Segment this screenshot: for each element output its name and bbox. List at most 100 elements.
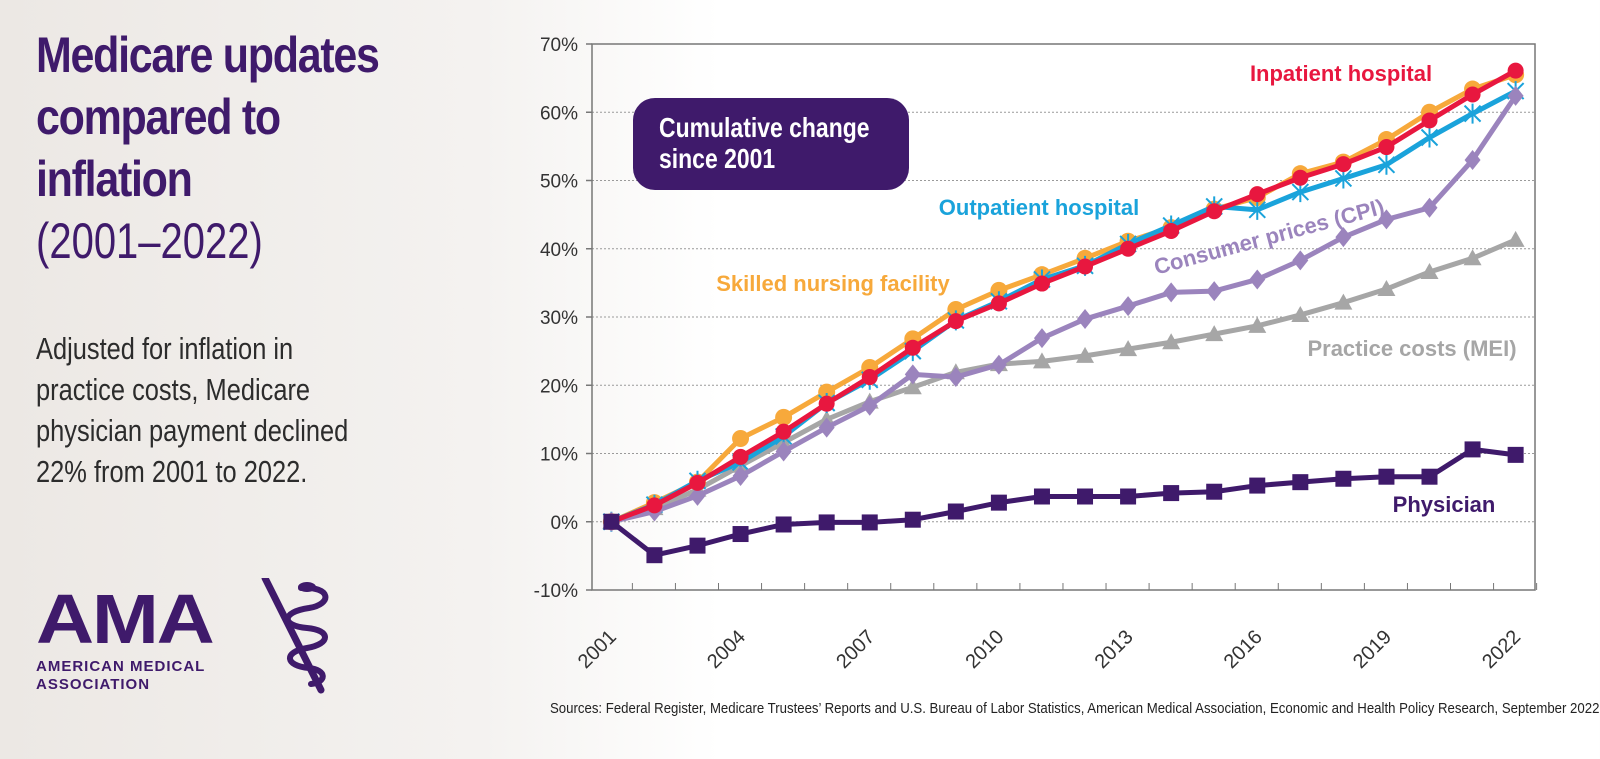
- data-point-inpatient: [990, 295, 1007, 312]
- data-point-inpatient: [1292, 169, 1309, 186]
- data-point-cpi: [775, 441, 792, 462]
- logo-name-line-1: AMERICAN MEDICAL: [36, 658, 206, 675]
- data-point-cpi: [1120, 296, 1137, 317]
- data-point-inpatient: [1077, 258, 1094, 275]
- data-point-snf: [732, 429, 750, 447]
- data-point-mei: [1377, 280, 1396, 297]
- data-point-physician: [1421, 468, 1438, 485]
- legend-label-mei: Practice costs (MEI): [1307, 336, 1516, 361]
- data-point-mei: [903, 378, 922, 395]
- staff-of-asclepius-icon: [261, 578, 329, 694]
- data-point-cpi: [1507, 85, 1524, 106]
- page-title-line-2: compared to: [36, 89, 281, 145]
- data-point-outpatient: [1377, 154, 1396, 175]
- series-line-physician: [609, 446, 1516, 558]
- y-tick-label: 50%: [540, 172, 578, 193]
- y-axis-ticks: -10% 0% 10% 20% 30% 40% 50% 60% 70%: [534, 35, 592, 602]
- data-point-mei: [1162, 333, 1181, 350]
- data-point-inpatient: [1464, 86, 1481, 103]
- data-point-mei: [1420, 262, 1439, 279]
- data-point-inpatient: [1163, 223, 1180, 240]
- data-point-snf: [775, 408, 793, 426]
- title-block: Medicare updates compared to inflation (…: [36, 24, 476, 272]
- data-point-inpatient: [818, 395, 835, 412]
- series-cpi: [603, 85, 1524, 532]
- data-point-inpatient: [1507, 62, 1524, 79]
- data-point-cpi: [1249, 269, 1266, 290]
- series-line-inpatient: [610, 68, 1517, 525]
- data-point-physician: [1033, 488, 1050, 505]
- data-point-cpi: [689, 485, 706, 506]
- data-point-physician: [1335, 470, 1352, 487]
- data-point-physician: [904, 511, 921, 528]
- x-tick-label: 2019: [1349, 626, 1396, 673]
- x-tick-label: 2001: [574, 626, 621, 673]
- data-point-inpatient: [1249, 186, 1266, 203]
- data-point-cpi: [1464, 150, 1481, 171]
- y-tick-label: 30%: [540, 308, 578, 329]
- x-tick-label: 2007: [832, 626, 879, 673]
- data-point-inpatient: [775, 423, 792, 440]
- data-point-inpatient: [904, 339, 921, 356]
- y-tick-label: 10%: [540, 445, 578, 466]
- data-point-cpi: [1163, 282, 1180, 303]
- data-point-mei: [1076, 346, 1095, 363]
- chart-title-callout: Cumulative change since 2001: [633, 98, 909, 190]
- data-point-inpatient: [1421, 112, 1438, 129]
- data-point-mei: [1334, 293, 1353, 310]
- legend-label-snf: Skilled nursing facility: [716, 271, 950, 296]
- data-point-physician: [1206, 483, 1223, 500]
- legend-label-inpatient: Inpatient hospital: [1250, 61, 1432, 86]
- series-lines: [602, 62, 1525, 564]
- x-tick-label: 2013: [1091, 626, 1138, 673]
- data-point-cpi: [818, 417, 835, 438]
- y-tick-label: 70%: [540, 35, 578, 56]
- data-point-inpatient: [947, 313, 964, 330]
- legend-label-outpatient: Outpatient hospital: [939, 195, 1139, 220]
- data-point-physician: [732, 526, 749, 543]
- data-point-inpatient: [689, 474, 706, 491]
- data-point-inpatient: [1378, 139, 1395, 156]
- data-point-cpi: [947, 367, 964, 388]
- data-point-mei: [1205, 325, 1224, 342]
- data-point-inpatient: [1335, 156, 1352, 173]
- series-physician: [603, 441, 1524, 564]
- x-tick-label: 2022: [1478, 626, 1525, 673]
- sources-note: Sources: Federal Register, Medicare Trus…: [550, 700, 1600, 717]
- legend-label-physician: Physician: [1393, 492, 1496, 517]
- data-point-physician: [947, 503, 964, 520]
- data-point-cpi: [1378, 209, 1395, 230]
- data-point-mei: [1463, 249, 1482, 266]
- description-text: Adjusted for inflation in practice costs…: [36, 331, 349, 489]
- data-point-inpatient: [1120, 240, 1137, 257]
- x-tick-label: 2016: [1220, 626, 1267, 673]
- page-title-line-3: inflation: [36, 151, 193, 207]
- data-point-inpatient: [646, 497, 663, 514]
- data-point-physician: [1507, 446, 1524, 463]
- data-point-snf: [818, 383, 836, 401]
- data-point-snf: [947, 300, 965, 318]
- y-tick-label: -10%: [534, 581, 578, 602]
- line-chart: -10% 0% 10% 20% 30% 40% 50% 60% 70% 2001 2004 2007…: [534, 35, 1538, 673]
- data-point-inpatient: [1206, 203, 1223, 220]
- data-point-physician: [1120, 488, 1137, 505]
- x-tick-label: 2010: [961, 626, 1008, 673]
- logo-acronym: AMA: [36, 580, 215, 658]
- data-point-mei: [1248, 316, 1267, 333]
- y-tick-label: 40%: [540, 240, 578, 261]
- data-point-physician: [1249, 477, 1266, 494]
- chart-title-line-1: Cumulative change: [659, 112, 870, 143]
- data-point-physician: [603, 513, 620, 530]
- data-point-snf: [990, 281, 1008, 299]
- data-point-mei: [1506, 230, 1525, 247]
- data-point-physician: [1464, 441, 1481, 458]
- page-title-line-1: Medicare updates: [36, 27, 380, 83]
- data-point-physician: [818, 514, 835, 531]
- data-point-mei: [1119, 340, 1138, 357]
- data-point-physician: [646, 547, 663, 564]
- data-point-outpatient: [1420, 127, 1439, 148]
- y-tick-label: 0%: [551, 513, 579, 534]
- data-point-cpi: [861, 395, 878, 416]
- data-point-physician: [689, 537, 706, 554]
- chart-title: Cumulative change since 2001: [659, 112, 870, 174]
